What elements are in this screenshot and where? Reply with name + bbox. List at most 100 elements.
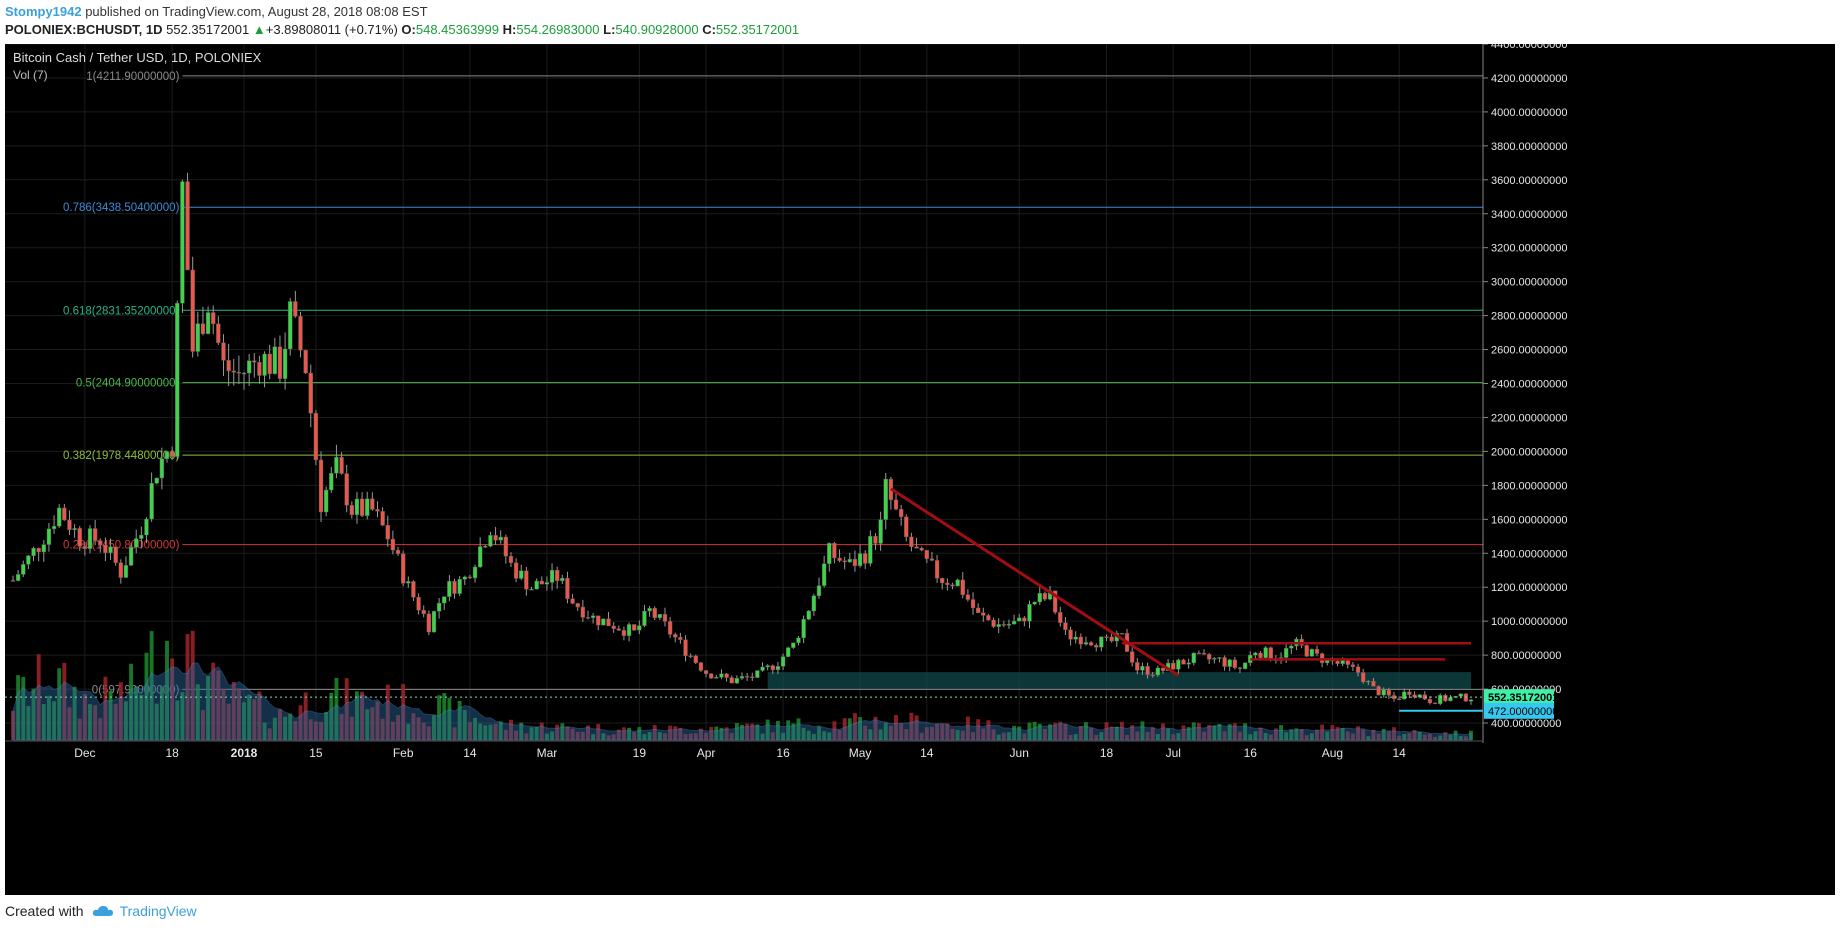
last-price-tag — [1484, 689, 1554, 706]
volume-bar — [293, 721, 298, 740]
volume-bar — [683, 734, 688, 740]
volume-bar — [426, 726, 431, 740]
low-label: L: — [603, 22, 616, 37]
candle-body — [118, 562, 123, 578]
volume-bar — [159, 686, 164, 740]
candle-body — [241, 372, 247, 375]
candle-body — [1396, 698, 1402, 701]
candle-body — [1217, 657, 1222, 659]
volume-bar — [976, 719, 981, 740]
candle-body — [945, 582, 950, 585]
volume-bar — [375, 701, 380, 740]
volume-bar — [888, 725, 893, 740]
volume-bar — [1022, 733, 1027, 740]
volume-bar — [863, 725, 868, 740]
candle-body — [991, 619, 996, 627]
volume-bar — [1078, 726, 1083, 740]
candle-body — [1468, 699, 1474, 702]
candle-body — [272, 346, 277, 375]
candle-body — [211, 312, 216, 325]
author-link[interactable]: Stompy1942 — [5, 4, 82, 19]
volume-bar — [1243, 723, 1248, 740]
volume-bar — [252, 699, 257, 740]
volume-bar — [344, 678, 349, 740]
candle-body — [134, 538, 139, 548]
candle-body — [534, 580, 539, 590]
candle-body — [519, 570, 524, 579]
volume-bar — [1114, 726, 1119, 740]
fib-label: 1(4211.90000000) — [86, 71, 179, 83]
candle-body — [709, 673, 714, 679]
candle-body — [200, 323, 206, 334]
candle-body — [965, 594, 971, 600]
volume-bar — [390, 721, 395, 740]
volume-bar — [611, 734, 616, 740]
candle-body — [1104, 636, 1109, 638]
candle-body — [529, 588, 534, 591]
volume-bar — [108, 690, 113, 740]
candle-body — [82, 546, 88, 549]
candle-body — [898, 508, 904, 518]
change-arrow-icon: ▲ — [252, 22, 266, 37]
y-tick-label: 800.00000000 — [1491, 650, 1561, 662]
volume-bar — [57, 668, 62, 740]
candle-body — [724, 673, 729, 678]
candle-body — [349, 505, 354, 516]
volume-bar — [719, 727, 724, 740]
volume-bar — [1469, 730, 1473, 740]
chart-panel[interactable]: 1(4211.90000000) 0.786(3438.50400000) 0.61… — [5, 44, 1835, 895]
volume-bar — [586, 725, 590, 740]
volume-bar — [817, 726, 821, 740]
volume-bar — [416, 717, 421, 740]
x-tick-label: 18 — [1100, 746, 1114, 760]
annotations — [5, 487, 1483, 712]
candle-body — [267, 353, 272, 375]
candle-body — [236, 372, 242, 374]
volume-bar — [206, 676, 211, 740]
volume-bar — [200, 710, 205, 740]
y-tick-label: 1000.00000000 — [1491, 616, 1567, 628]
x-tick-label: Mar — [537, 746, 558, 760]
volume-bar — [924, 727, 929, 740]
tradingview-link[interactable]: TradingView — [92, 903, 197, 919]
volume-bar — [1422, 734, 1427, 740]
volume-bar — [298, 705, 303, 740]
candle-body — [1006, 623, 1012, 626]
fib-label: 0.5(2404.90000000) — [76, 378, 180, 390]
candle-body — [462, 576, 467, 580]
volume-indicator-label[interactable]: Vol (7) — [13, 68, 48, 82]
candle-body — [1099, 636, 1104, 648]
volume-bar — [447, 697, 452, 740]
volume-bar — [1294, 728, 1299, 740]
y-tick-label: 1600.00000000 — [1491, 514, 1567, 526]
candle-body — [329, 472, 334, 491]
volume-bar — [144, 652, 149, 740]
volume-bar — [606, 735, 611, 740]
candle-body — [390, 538, 396, 551]
x-tick-label: Dec — [74, 746, 95, 760]
volume-bar — [129, 663, 134, 740]
volume-bar — [1232, 723, 1237, 740]
volume-bar — [503, 729, 508, 740]
candle-body — [585, 617, 591, 619]
volume-bar — [996, 734, 1001, 740]
candle-body — [996, 624, 1001, 627]
x-tick-label: Aug — [1322, 746, 1343, 760]
candle-body — [919, 548, 924, 551]
candle-body — [231, 370, 236, 373]
volume-bar — [1125, 734, 1129, 740]
volume-bar — [539, 722, 544, 740]
candlestick-chart[interactable]: 1(4211.90000000) 0.786(3438.50400000) 0.61… — [5, 44, 1835, 895]
candle-body — [185, 181, 190, 271]
high-value: 554.26983000 — [516, 22, 600, 37]
candle-body — [467, 576, 473, 579]
candle-body — [1443, 695, 1448, 702]
brand-name: TradingView — [119, 903, 197, 919]
volume-bar — [478, 723, 483, 740]
candle-body — [596, 615, 601, 626]
y-tick-label: 3200.00000000 — [1491, 243, 1567, 255]
candle-body — [308, 372, 313, 414]
candle-body — [513, 562, 519, 579]
volume-bar — [72, 686, 77, 740]
volume-bar — [1196, 722, 1201, 740]
